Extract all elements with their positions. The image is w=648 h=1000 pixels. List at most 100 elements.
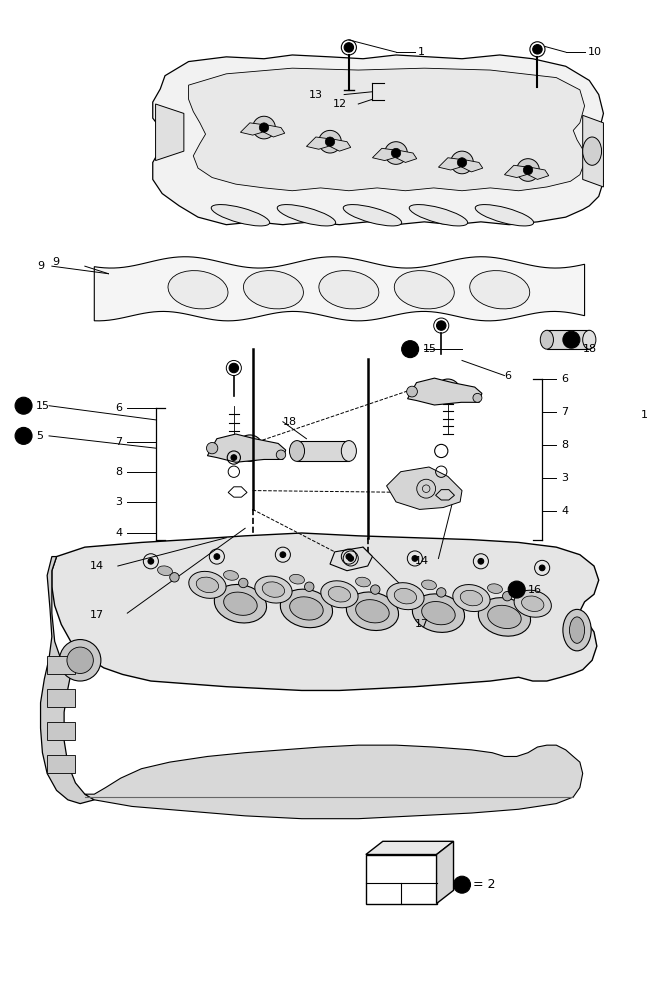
- Polygon shape: [396, 150, 417, 162]
- Circle shape: [407, 386, 417, 397]
- Circle shape: [516, 159, 539, 181]
- Ellipse shape: [422, 580, 437, 590]
- Text: 13: 13: [308, 90, 323, 100]
- Circle shape: [231, 455, 237, 460]
- Ellipse shape: [290, 574, 305, 584]
- Ellipse shape: [262, 582, 284, 597]
- Ellipse shape: [570, 617, 584, 643]
- Ellipse shape: [412, 594, 465, 632]
- Text: KIT: KIT: [411, 889, 427, 898]
- Circle shape: [563, 331, 580, 348]
- Circle shape: [473, 393, 482, 402]
- Circle shape: [503, 591, 512, 601]
- Text: 12: 12: [333, 99, 347, 109]
- Text: 3: 3: [561, 473, 568, 483]
- Text: 15: 15: [36, 401, 50, 411]
- Bar: [297, 441, 349, 461]
- Ellipse shape: [290, 597, 323, 620]
- Ellipse shape: [346, 592, 399, 631]
- Ellipse shape: [290, 441, 305, 461]
- Ellipse shape: [343, 205, 402, 226]
- Circle shape: [435, 379, 460, 404]
- Circle shape: [533, 45, 542, 54]
- Ellipse shape: [168, 271, 228, 309]
- Ellipse shape: [488, 605, 521, 629]
- Polygon shape: [41, 557, 95, 804]
- Text: 10: 10: [587, 47, 601, 57]
- Circle shape: [454, 876, 470, 893]
- Circle shape: [621, 407, 638, 424]
- Circle shape: [15, 397, 32, 414]
- Circle shape: [391, 148, 400, 158]
- Polygon shape: [264, 125, 284, 137]
- Text: 4: 4: [561, 506, 568, 516]
- Ellipse shape: [583, 137, 601, 165]
- Text: 17: 17: [89, 610, 104, 620]
- Circle shape: [539, 565, 545, 571]
- Ellipse shape: [470, 271, 529, 309]
- Ellipse shape: [475, 205, 534, 226]
- Circle shape: [170, 573, 179, 582]
- Ellipse shape: [341, 441, 356, 461]
- Bar: [366, 855, 437, 904]
- Text: = 2: = 2: [473, 878, 496, 891]
- Circle shape: [229, 363, 238, 373]
- Text: 1: 1: [418, 47, 424, 57]
- Text: 3: 3: [115, 497, 122, 507]
- Circle shape: [305, 582, 314, 591]
- Bar: [47, 722, 75, 740]
- Ellipse shape: [522, 596, 544, 611]
- Text: 4: 4: [115, 528, 122, 538]
- Text: 9: 9: [38, 261, 45, 271]
- Text: 18: 18: [583, 344, 597, 354]
- Text: 18: 18: [283, 417, 297, 427]
- Polygon shape: [156, 104, 184, 161]
- Ellipse shape: [460, 590, 483, 606]
- Circle shape: [344, 43, 354, 52]
- Polygon shape: [52, 533, 599, 690]
- Circle shape: [207, 442, 218, 454]
- Ellipse shape: [329, 587, 351, 602]
- Polygon shape: [189, 68, 584, 191]
- Polygon shape: [583, 115, 603, 187]
- Circle shape: [478, 558, 483, 564]
- Ellipse shape: [157, 566, 172, 576]
- Polygon shape: [207, 434, 286, 462]
- Circle shape: [451, 151, 473, 174]
- Circle shape: [319, 130, 341, 153]
- Ellipse shape: [356, 600, 389, 623]
- Polygon shape: [462, 160, 483, 172]
- Circle shape: [325, 137, 335, 146]
- Ellipse shape: [422, 602, 455, 625]
- Ellipse shape: [211, 205, 270, 226]
- Polygon shape: [153, 55, 603, 225]
- Circle shape: [238, 578, 248, 588]
- Text: 8: 8: [561, 440, 568, 450]
- Circle shape: [346, 554, 352, 559]
- Circle shape: [214, 554, 220, 559]
- Bar: [47, 689, 75, 707]
- Ellipse shape: [255, 576, 292, 603]
- Ellipse shape: [540, 330, 553, 349]
- Polygon shape: [528, 167, 549, 179]
- Ellipse shape: [277, 205, 336, 226]
- Ellipse shape: [196, 577, 218, 593]
- Text: 14: 14: [415, 556, 429, 566]
- Polygon shape: [504, 165, 528, 178]
- Circle shape: [437, 588, 446, 597]
- Ellipse shape: [224, 571, 238, 580]
- Ellipse shape: [563, 609, 591, 651]
- Circle shape: [148, 558, 154, 564]
- Circle shape: [348, 556, 354, 561]
- Text: 15: 15: [422, 344, 436, 354]
- Polygon shape: [85, 745, 583, 819]
- Circle shape: [15, 427, 32, 444]
- Ellipse shape: [281, 589, 332, 628]
- Polygon shape: [439, 158, 462, 170]
- Text: 7: 7: [561, 407, 568, 417]
- Circle shape: [67, 647, 93, 673]
- Text: 6: 6: [115, 403, 122, 413]
- Text: 11: 11: [641, 410, 648, 420]
- Text: 5: 5: [36, 431, 43, 441]
- Ellipse shape: [356, 577, 371, 587]
